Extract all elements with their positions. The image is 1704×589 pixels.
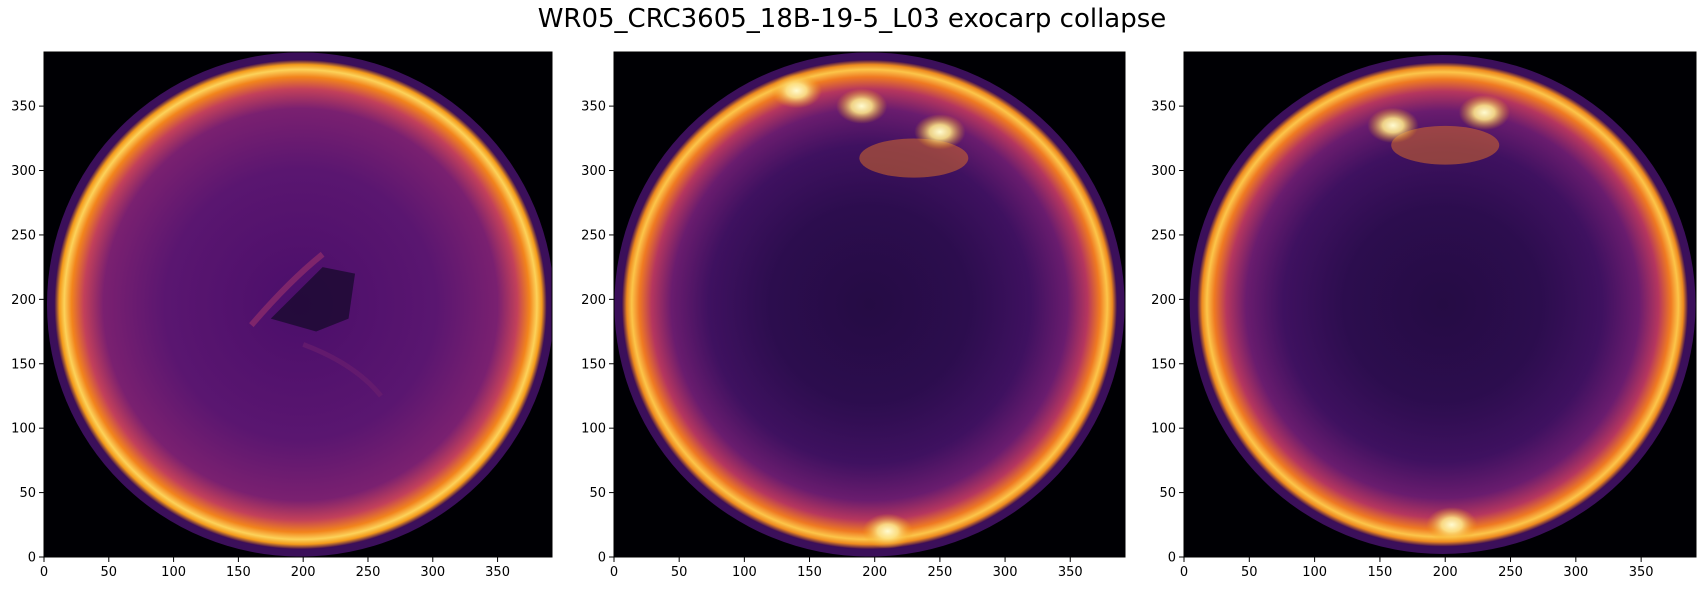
- x-tick-label: 0: [1180, 565, 1188, 580]
- x-tick-label: 100: [1302, 565, 1327, 580]
- y-tick-label: 50: [19, 486, 36, 501]
- figure-title: WR05_CRC3605_18B-19-5_L03 exocarp collap…: [537, 4, 1167, 34]
- x-tick-label: 200: [291, 565, 316, 580]
- y-tick-label: 350: [11, 100, 36, 115]
- y-tick-label: 250: [581, 228, 606, 243]
- y-tick-label: 100: [581, 422, 606, 437]
- y-tick-label: 150: [11, 357, 36, 372]
- y-tick-label: 200: [1151, 293, 1176, 308]
- x-tick-label: 300: [993, 565, 1018, 580]
- y-tick-label: 0: [28, 551, 36, 566]
- rim-hotspot: [1367, 107, 1419, 144]
- axes-frame: [43, 51, 553, 558]
- axes-frame: [613, 51, 1126, 558]
- y-tick-label: 200: [11, 293, 36, 308]
- disk-heatmap: [1197, 62, 1689, 547]
- x-tick-label: 150: [797, 565, 822, 580]
- rim-hotspot: [770, 72, 823, 109]
- panel-left: 0 50 100 150 200 250 300 350 0 50 100 150 200 250 300 3…: [11, 51, 553, 580]
- x-tick-label: 100: [732, 565, 757, 580]
- y-tick-label: 50: [1159, 486, 1176, 501]
- x-tick-label: 0: [610, 565, 618, 580]
- y-tick-label: 0: [598, 551, 606, 566]
- rim-hotspot: [862, 513, 914, 549]
- x-tick-label: 300: [1563, 565, 1588, 580]
- x-tick-label: 350: [1629, 565, 1654, 580]
- x-tick-label: 300: [420, 565, 445, 580]
- panel-middle: 0 50 100 150 200 250 300 350 0 50 100 150 200 250 300 3…: [581, 51, 1126, 580]
- y-tick-label: 350: [581, 100, 606, 115]
- x-tick-label: 350: [1058, 565, 1083, 580]
- disk-heatmap: [621, 59, 1118, 550]
- panel-right: 0 50 100 150 200 250 300 350 0 50 100 150 200 250 300 3…: [1151, 51, 1697, 580]
- x-tick-label: 50: [671, 565, 688, 580]
- rim-hotspot: [1426, 507, 1478, 543]
- top-notch: [1391, 125, 1500, 165]
- y-tick-label: 150: [581, 357, 606, 372]
- x-tick-label: 50: [1241, 565, 1258, 580]
- axes-frame: [1183, 51, 1697, 558]
- x-tick-label: 200: [862, 565, 887, 580]
- rim-hotspot: [1458, 94, 1511, 131]
- y-tick-label: 250: [11, 228, 36, 243]
- x-tick-label: 200: [1433, 565, 1458, 580]
- y-tick-label: 300: [1151, 164, 1176, 179]
- x-tick-label: 250: [356, 565, 381, 580]
- x-tick-label: 250: [1498, 565, 1523, 580]
- y-tick-label: 200: [581, 293, 606, 308]
- y-tick-label: 100: [1151, 422, 1176, 437]
- rim-hotspot: [836, 88, 888, 124]
- y-tick-label: 0: [1168, 551, 1176, 566]
- y-tick-label: 300: [581, 164, 606, 179]
- center-feature: [249, 251, 383, 398]
- y-tick-label: 100: [11, 422, 36, 437]
- x-tick-label: 350: [485, 565, 510, 580]
- y-tick-label: 300: [11, 164, 36, 179]
- x-tick-label: 150: [1368, 565, 1393, 580]
- x-tick-label: 150: [226, 565, 251, 580]
- x-tick-label: 50: [101, 565, 118, 580]
- y-tick-label: 350: [1151, 100, 1176, 115]
- y-tick-label: 50: [589, 486, 606, 501]
- rim-hotspot: [914, 114, 966, 150]
- x-tick-label: 250: [927, 565, 952, 580]
- x-tick-label: 0: [40, 565, 48, 580]
- y-tick-label: 250: [1151, 228, 1176, 243]
- y-tick-label: 150: [1151, 357, 1176, 372]
- x-tick-label: 100: [161, 565, 186, 580]
